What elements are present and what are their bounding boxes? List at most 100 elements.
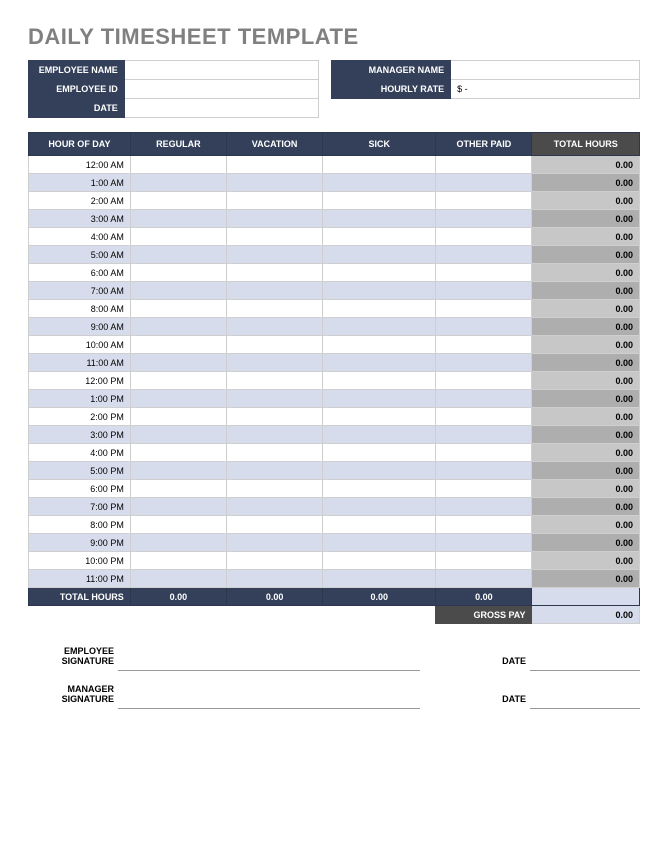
cell-sick[interactable] xyxy=(323,354,436,372)
cell-other[interactable] xyxy=(436,390,532,408)
cell-vacation[interactable] xyxy=(227,264,323,282)
cell-sick[interactable] xyxy=(323,246,436,264)
cell-other[interactable] xyxy=(436,192,532,210)
date-field[interactable] xyxy=(124,99,318,118)
cell-vacation[interactable] xyxy=(227,552,323,570)
cell-vacation[interactable] xyxy=(227,318,323,336)
cell-sick[interactable] xyxy=(323,498,436,516)
cell-vacation[interactable] xyxy=(227,498,323,516)
cell-regular[interactable] xyxy=(130,156,226,174)
manager-signature-line[interactable] xyxy=(118,680,420,708)
cell-other[interactable] xyxy=(436,264,532,282)
cell-other[interactable] xyxy=(436,534,532,552)
cell-sick[interactable] xyxy=(323,552,436,570)
cell-regular[interactable] xyxy=(130,534,226,552)
cell-sick[interactable] xyxy=(323,372,436,390)
cell-regular[interactable] xyxy=(130,174,226,192)
cell-vacation[interactable] xyxy=(227,354,323,372)
cell-vacation[interactable] xyxy=(227,300,323,318)
cell-sick[interactable] xyxy=(323,282,436,300)
cell-other[interactable] xyxy=(436,228,532,246)
cell-vacation[interactable] xyxy=(227,516,323,534)
cell-vacation[interactable] xyxy=(227,480,323,498)
cell-vacation[interactable] xyxy=(227,390,323,408)
cell-sick[interactable] xyxy=(323,426,436,444)
cell-sick[interactable] xyxy=(323,570,436,588)
cell-regular[interactable] xyxy=(130,408,226,426)
cell-vacation[interactable] xyxy=(227,336,323,354)
employee-name-field[interactable] xyxy=(124,61,318,80)
cell-other[interactable] xyxy=(436,516,532,534)
cell-regular[interactable] xyxy=(130,426,226,444)
cell-sick[interactable] xyxy=(323,444,436,462)
cell-vacation[interactable] xyxy=(227,426,323,444)
cell-regular[interactable] xyxy=(130,444,226,462)
cell-regular[interactable] xyxy=(130,300,226,318)
cell-other[interactable] xyxy=(436,498,532,516)
cell-other[interactable] xyxy=(436,336,532,354)
cell-vacation[interactable] xyxy=(227,570,323,588)
cell-vacation[interactable] xyxy=(227,282,323,300)
cell-vacation[interactable] xyxy=(227,174,323,192)
cell-other[interactable] xyxy=(436,408,532,426)
cell-regular[interactable] xyxy=(130,264,226,282)
cell-regular[interactable] xyxy=(130,228,226,246)
cell-other[interactable] xyxy=(436,462,532,480)
cell-sick[interactable] xyxy=(323,534,436,552)
cell-sick[interactable] xyxy=(323,174,436,192)
cell-regular[interactable] xyxy=(130,462,226,480)
cell-vacation[interactable] xyxy=(227,408,323,426)
cell-sick[interactable] xyxy=(323,390,436,408)
cell-other[interactable] xyxy=(436,210,532,228)
cell-sick[interactable] xyxy=(323,516,436,534)
cell-other[interactable] xyxy=(436,354,532,372)
cell-sick[interactable] xyxy=(323,462,436,480)
cell-regular[interactable] xyxy=(130,516,226,534)
cell-other[interactable] xyxy=(436,174,532,192)
employee-sig-date-line[interactable] xyxy=(530,642,640,670)
cell-regular[interactable] xyxy=(130,354,226,372)
cell-vacation[interactable] xyxy=(227,534,323,552)
cell-sick[interactable] xyxy=(323,408,436,426)
cell-sick[interactable] xyxy=(323,192,436,210)
cell-other[interactable] xyxy=(436,552,532,570)
cell-regular[interactable] xyxy=(130,390,226,408)
cell-other[interactable] xyxy=(436,318,532,336)
cell-vacation[interactable] xyxy=(227,462,323,480)
employee-signature-line[interactable] xyxy=(118,642,420,670)
manager-name-field[interactable] xyxy=(451,61,640,80)
hourly-rate-field[interactable]: $ - xyxy=(451,80,640,99)
cell-other[interactable] xyxy=(436,372,532,390)
cell-vacation[interactable] xyxy=(227,444,323,462)
cell-vacation[interactable] xyxy=(227,246,323,264)
cell-vacation[interactable] xyxy=(227,156,323,174)
cell-other[interactable] xyxy=(436,444,532,462)
cell-regular[interactable] xyxy=(130,498,226,516)
cell-other[interactable] xyxy=(436,570,532,588)
cell-sick[interactable] xyxy=(323,300,436,318)
cell-other[interactable] xyxy=(436,426,532,444)
cell-regular[interactable] xyxy=(130,246,226,264)
cell-regular[interactable] xyxy=(130,480,226,498)
cell-regular[interactable] xyxy=(130,552,226,570)
cell-other[interactable] xyxy=(436,480,532,498)
cell-regular[interactable] xyxy=(130,336,226,354)
cell-vacation[interactable] xyxy=(227,192,323,210)
cell-other[interactable] xyxy=(436,246,532,264)
cell-regular[interactable] xyxy=(130,192,226,210)
cell-sick[interactable] xyxy=(323,156,436,174)
cell-sick[interactable] xyxy=(323,228,436,246)
employee-id-field[interactable] xyxy=(124,80,318,99)
cell-other[interactable] xyxy=(436,282,532,300)
cell-sick[interactable] xyxy=(323,210,436,228)
cell-other[interactable] xyxy=(436,300,532,318)
cell-sick[interactable] xyxy=(323,480,436,498)
cell-regular[interactable] xyxy=(130,282,226,300)
manager-sig-date-line[interactable] xyxy=(530,680,640,708)
cell-regular[interactable] xyxy=(130,318,226,336)
cell-sick[interactable] xyxy=(323,318,436,336)
cell-regular[interactable] xyxy=(130,372,226,390)
cell-vacation[interactable] xyxy=(227,228,323,246)
cell-sick[interactable] xyxy=(323,336,436,354)
cell-regular[interactable] xyxy=(130,570,226,588)
